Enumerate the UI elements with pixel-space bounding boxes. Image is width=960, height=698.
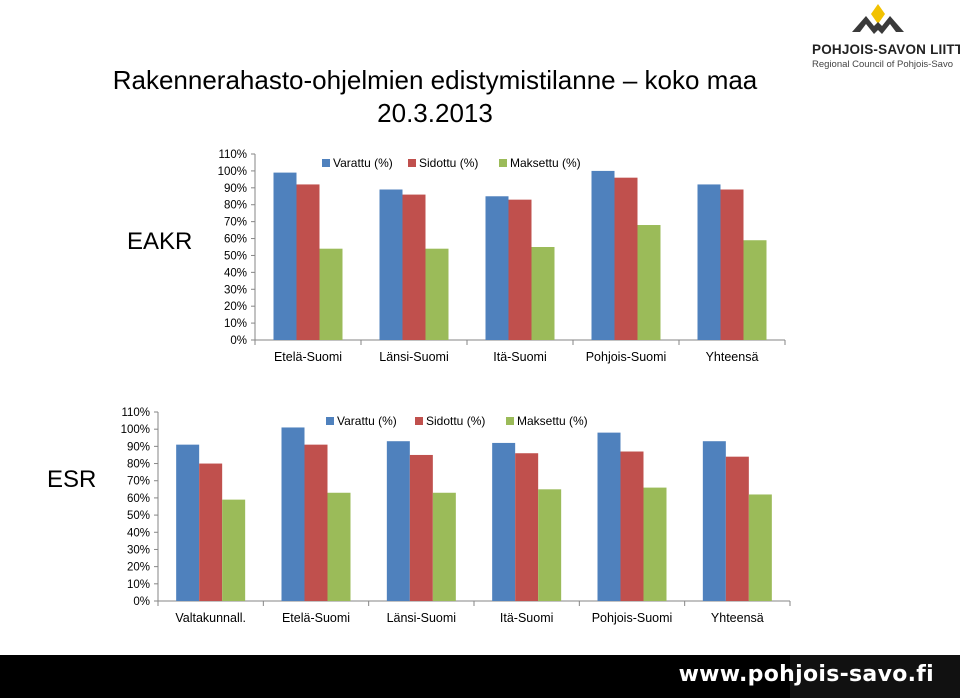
logo-subtitle: Regional Council of Pohjois-Savo: [812, 59, 953, 70]
esr-category-label: Itä-Suomi: [500, 611, 554, 625]
esr-bar-etelä-suomi-varattu: [281, 427, 305, 601]
esr-bar-länsi-suomi-sidottu: [409, 454, 433, 601]
eakr-y-tick-label: 0%: [230, 335, 247, 347]
esr-bar-yhteensä-varattu: [702, 441, 726, 601]
eakr-legend-label: Sidottu (%): [419, 156, 478, 170]
eakr-category-label: Yhteensä: [706, 350, 759, 364]
esr-category-label: Länsi-Suomi: [387, 611, 456, 625]
eakr-y-tick-label: 90%: [224, 183, 247, 195]
esr-legend-swatch-sidottu: [415, 417, 423, 425]
page-title: Rakennerahasto-ohjelmien edistymistilann…: [112, 65, 758, 128]
esr-legend-label: Maksettu (%): [517, 414, 588, 428]
eakr-bar-yhteensä-sidottu: [720, 189, 744, 340]
eakr-bar-itä-suomi-sidottu: [508, 199, 532, 340]
eakr-bar-länsi-suomi-varattu: [379, 189, 403, 340]
eakr-y-tick-label: 80%: [224, 200, 247, 212]
esr-section-label: ESR: [47, 466, 97, 493]
eakr-bar-yhteensä-maksettu: [743, 240, 767, 340]
esr-bar-yhteensä-sidottu: [725, 456, 749, 601]
esr-y-tick-label: 30%: [127, 544, 150, 556]
eakr-bar-itä-suomi-varattu: [485, 196, 509, 340]
eakr-legend-label: Maksettu (%): [510, 156, 581, 170]
eakr-y-tick-label: 20%: [224, 301, 247, 313]
esr-category-label: Etelä-Suomi: [282, 611, 350, 625]
eakr-category-label: Pohjois-Suomi: [586, 350, 667, 364]
eakr-legend-swatch-maksettu: [499, 159, 507, 167]
logo-emblem-icon: [852, 4, 904, 34]
esr-legend-swatch-varattu: [326, 417, 334, 425]
esr-bar-valtakunnall-maksettu: [222, 499, 246, 601]
esr-bar-länsi-suomi-varattu: [386, 441, 410, 601]
esr-y-tick-label: 70%: [127, 476, 150, 488]
footer-bar: www.pohjois-savo.fi: [0, 655, 960, 698]
eakr-legend-swatch-sidottu: [408, 159, 416, 167]
esr-y-tick-label: 80%: [127, 459, 150, 471]
organization-logo: POHJOIS-SAVON LIITTO Regional Council of…: [808, 2, 960, 74]
esr-bar-pohjois-suomi-sidottu: [620, 451, 644, 601]
eakr-bar-yhteensä-varattu: [697, 184, 721, 340]
eakr-y-tick-label: 100%: [218, 166, 247, 178]
eakr-bar-etelä-suomi-sidottu: [296, 184, 320, 340]
logo-name: POHJOIS-SAVON LIITTO: [812, 42, 960, 57]
eakr-y-tick-label: 30%: [224, 284, 247, 296]
eakr-y-tick-label: 110%: [218, 149, 247, 161]
esr-bar-valtakunnall-varattu: [176, 444, 200, 601]
eakr-section-label: EAKR: [127, 228, 193, 255]
esr-bar-yhteensä-maksettu: [748, 494, 772, 601]
eakr-legend-label: Varattu (%): [333, 156, 393, 170]
eakr-y-tick-label: 50%: [224, 250, 247, 262]
esr-legend-label: Sidottu (%): [426, 414, 485, 428]
esr-bar-länsi-suomi-maksettu: [432, 492, 456, 601]
esr-bar-etelä-suomi-maksettu: [327, 492, 351, 601]
eakr-y-tick-label: 10%: [224, 318, 247, 330]
eakr-bar-pohjois-suomi-sidottu: [614, 177, 638, 340]
footer-url[interactable]: www.pohjois-savo.fi: [678, 662, 934, 687]
esr-y-tick-label: 50%: [127, 510, 150, 522]
esr-y-tick-label: 0%: [133, 596, 150, 608]
eakr-bar-etelä-suomi-maksettu: [319, 248, 343, 340]
eakr-y-tick-label: 40%: [224, 267, 247, 279]
esr-bar-pohjois-suomi-maksettu: [643, 487, 667, 601]
esr-category-label: Yhteensä: [711, 611, 764, 625]
esr-y-tick-label: 110%: [121, 407, 150, 419]
esr-bar-itä-suomi-sidottu: [515, 453, 539, 601]
esr-y-tick-label: 40%: [127, 527, 150, 539]
esr-bar-pohjois-suomi-varattu: [597, 432, 621, 601]
esr-y-tick-label: 100%: [121, 424, 150, 436]
eakr-category-label: Länsi-Suomi: [379, 350, 448, 364]
esr-legend-swatch-maksettu: [506, 417, 514, 425]
eakr-category-label: Itä-Suomi: [493, 350, 547, 364]
esr-bar-etelä-suomi-sidottu: [304, 444, 328, 601]
esr-bar-valtakunnall-sidottu: [199, 463, 223, 601]
esr-y-tick-label: 90%: [127, 441, 150, 453]
esr-category-label: Pohjois-Suomi: [592, 611, 673, 625]
esr-category-label: Valtakunnall.: [175, 611, 246, 625]
eakr-bar-itä-suomi-maksettu: [531, 247, 555, 340]
eakr-y-tick-label: 60%: [224, 234, 247, 246]
footer-url-panel: [790, 655, 960, 698]
eakr-category-label: Etelä-Suomi: [274, 350, 342, 364]
esr-bar-itä-suomi-maksettu: [538, 489, 562, 601]
esr-legend-label: Varattu (%): [337, 414, 397, 428]
eakr-y-tick-label: 70%: [224, 217, 247, 229]
eakr-bar-pohjois-suomi-varattu: [591, 170, 615, 340]
esr-y-tick-label: 20%: [127, 562, 150, 574]
esr-y-tick-label: 10%: [127, 579, 150, 591]
eakr-bar-pohjois-suomi-maksettu: [637, 225, 661, 340]
eakr-bar-länsi-suomi-sidottu: [402, 194, 426, 340]
esr-y-tick-label: 60%: [127, 493, 150, 505]
eakr-bar-etelä-suomi-varattu: [273, 172, 297, 340]
eakr-legend-swatch-varattu: [322, 159, 330, 167]
eakr-bar-länsi-suomi-maksettu: [425, 248, 449, 340]
esr-bar-itä-suomi-varattu: [492, 442, 516, 601]
